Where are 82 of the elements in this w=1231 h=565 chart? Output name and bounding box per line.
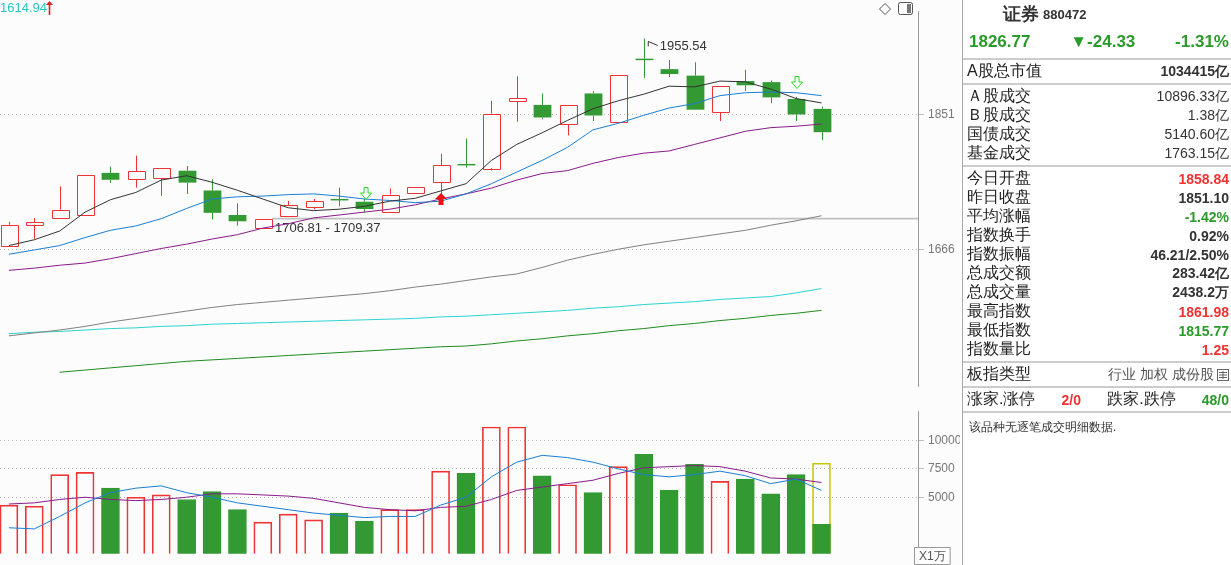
bar: [228, 509, 247, 554]
bar: [101, 487, 120, 554]
text: -1.31%: [1175, 32, 1229, 52]
text: 1763.15亿: [1164, 144, 1229, 163]
bar: [786, 474, 806, 554]
text: A股总市值: [967, 61, 1042, 81]
text: 指数振幅: [967, 244, 1031, 264]
text: 1851.10: [1178, 189, 1229, 206]
text: 基金成交: [967, 143, 1031, 163]
bar: [583, 492, 603, 554]
candlestick: [712, 86, 730, 122]
bar: [532, 475, 552, 554]
text: ▼-24.33: [1070, 32, 1136, 52]
text: 1.38亿: [1187, 106, 1229, 125]
bar: [329, 512, 349, 554]
candlestick: [382, 188, 400, 213]
text: 跌家.跌停: [1107, 389, 1176, 409]
bar: [735, 478, 755, 554]
candlestick: [280, 200, 298, 217]
bar: [761, 493, 781, 554]
candlestick: [128, 155, 146, 189]
candlestick: [483, 100, 501, 171]
text: 1034415亿: [1160, 62, 1229, 81]
bar: [202, 491, 222, 554]
text: 48/0: [1201, 391, 1229, 408]
text: 涨家.涨停: [967, 389, 1036, 409]
y-tick-label: 5000: [928, 489, 956, 504]
text: 板指类型: [967, 364, 1031, 384]
bar: [355, 520, 374, 554]
annotation: 1614.94: [0, 0, 47, 16]
text: Ｂ股成交: [967, 105, 1031, 125]
bar: [685, 464, 704, 554]
candlestick: [660, 59, 679, 78]
text: 该品种无逐笔成交明细数据.: [968, 419, 1118, 436]
text: 0.92%: [1189, 227, 1229, 244]
y-tick-label: 7500: [928, 461, 956, 476]
candlestick: [509, 75, 527, 123]
bar: [634, 453, 654, 554]
text: 1.25: [1201, 341, 1229, 358]
text: 证券: [1003, 3, 1039, 26]
band-label: 1706.81 - 1709.37: [275, 219, 381, 235]
text: 最低指数: [967, 320, 1031, 340]
candlestick: [1, 221, 19, 247]
candlestick: [228, 202, 247, 227]
bar: [812, 524, 831, 554]
text: Ａ股成交: [967, 86, 1031, 106]
text: 1858.84: [1178, 170, 1229, 187]
candlestick: [813, 106, 832, 141]
text: 昨日收盘: [967, 187, 1031, 207]
bar: [177, 499, 196, 554]
text: 1826.77: [969, 32, 1031, 52]
text: 指数换手: [967, 225, 1031, 245]
text: 283.42亿: [1172, 264, 1229, 283]
text: 指数量比: [967, 339, 1031, 359]
text: 10896.33亿: [1156, 87, 1229, 106]
text: 今日开盘: [967, 168, 1031, 188]
text: 5140.60亿: [1164, 125, 1229, 144]
candlestick: [26, 217, 44, 240]
candlestick: [533, 92, 552, 120]
text: 行业 加权 成份股: [1108, 365, 1214, 384]
text: -1.42%: [1184, 208, 1229, 225]
text: 国债成交: [967, 124, 1031, 144]
text: 最高指数: [967, 301, 1031, 321]
text: 1861.98: [1178, 303, 1229, 320]
text: 平均涨幅: [967, 206, 1031, 226]
y-axis-title: X1万: [919, 549, 946, 564]
bar: [659, 490, 679, 554]
text: 1815.77: [1178, 322, 1229, 339]
text: 总成交额: [967, 263, 1031, 283]
candlestick: [101, 166, 120, 184]
candlestick: [560, 105, 578, 136]
annotation: 1955.54: [659, 37, 707, 53]
bar: [456, 473, 476, 554]
text: 46.21/2.50%: [1150, 246, 1229, 263]
text: 总成交量: [967, 282, 1031, 302]
candlestick: [52, 185, 70, 219]
y-tick-label: 1851: [928, 106, 956, 121]
text: 2438.2万: [1172, 283, 1229, 302]
text: 2/0: [1061, 391, 1082, 408]
y-tick-label: 1666: [928, 241, 956, 256]
text: 880472: [1043, 6, 1087, 22]
y-tick-label: 10000: [928, 432, 962, 447]
